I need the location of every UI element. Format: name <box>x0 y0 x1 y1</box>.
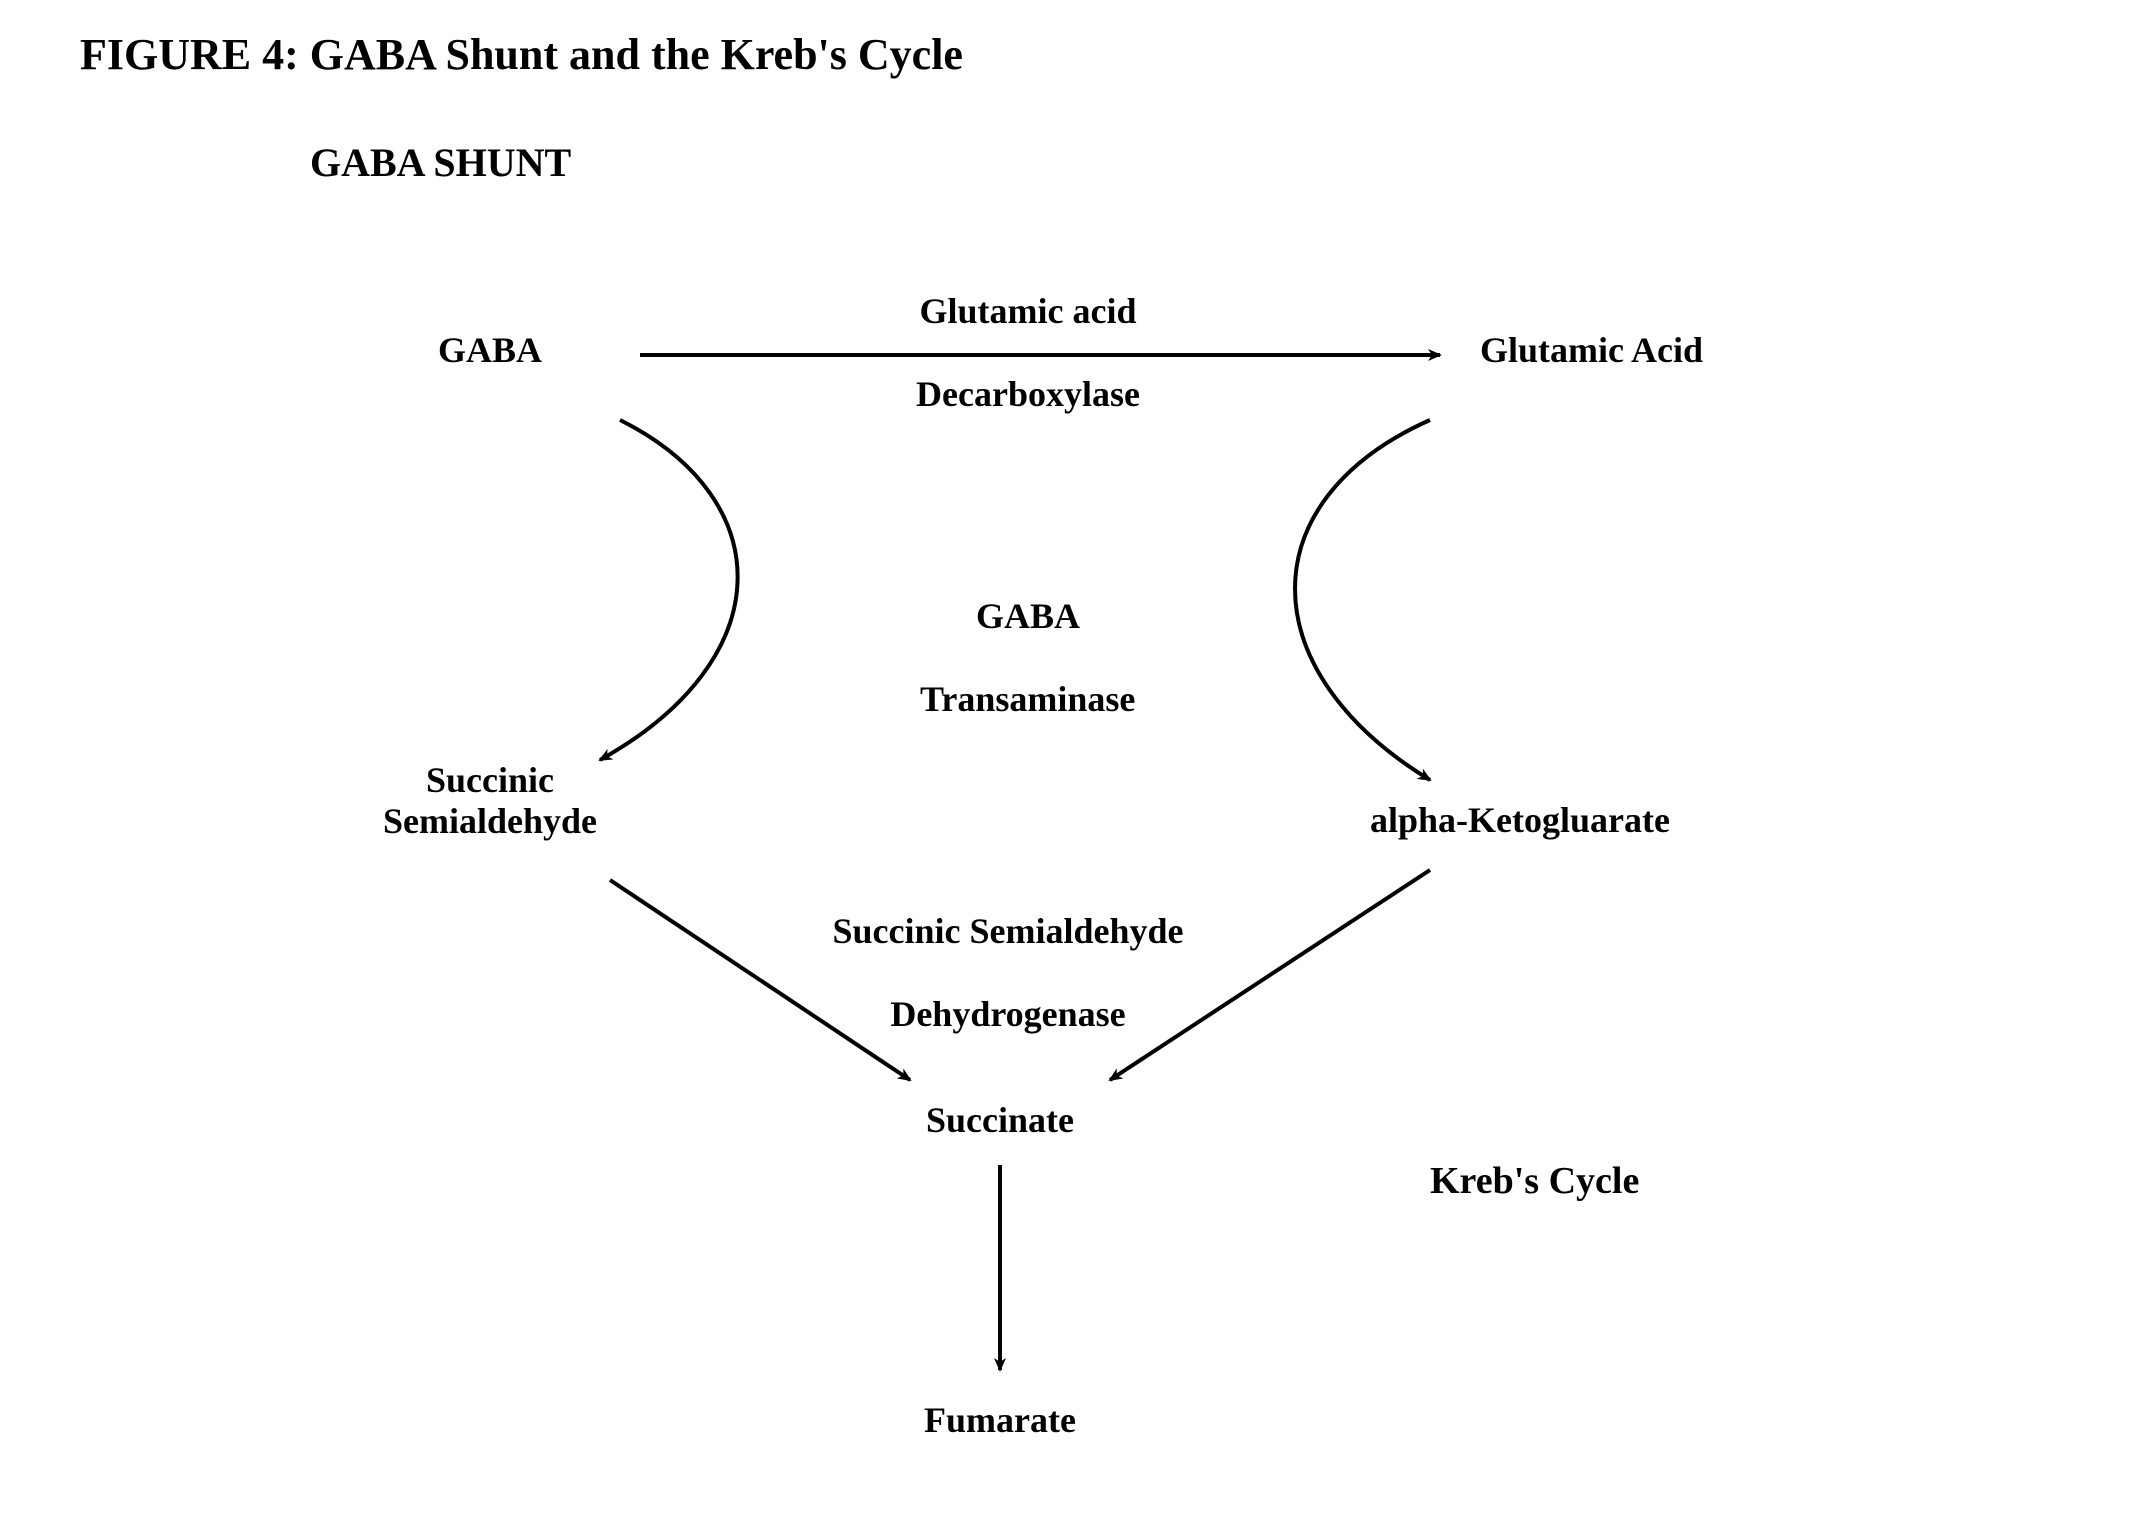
edge-gaba-to-succ-semiald-arc <box>600 420 738 760</box>
node-fumarate: Fumarate <box>870 1400 1130 1441</box>
edge-glutamic-to-alphakg-arc <box>1295 420 1430 780</box>
node-succinate: Succinate <box>870 1100 1130 1141</box>
enzyme-gt-line1: GABA <box>976 596 1080 636</box>
enzyme-gad-line2: Decarboxylase <box>916 374 1140 414</box>
enzyme-ssdh: Succinic Semialdehyde Dehydrogenase <box>660 870 1320 1077</box>
node-glutamic-acid: Glutamic Acid <box>1480 330 1840 371</box>
enzyme-ssdh-line1: Succinic Semialdehyde <box>832 911 1183 951</box>
enzyme-gaba-transaminase: GABA Transaminase <box>810 555 1210 762</box>
figure-title: FIGURE 4: GABA Shunt and the Kreb's Cycl… <box>80 30 963 81</box>
enzyme-gt-line2: Transaminase <box>920 679 1135 719</box>
node-gaba: GABA <box>400 330 580 371</box>
figure-subtitle: GABA SHUNT <box>310 140 571 186</box>
diagram-canvas: FIGURE 4: GABA Shunt and the Kreb's Cycl… <box>0 0 2142 1531</box>
enzyme-gad-line1: Glutamic acid <box>920 291 1137 331</box>
node-succinic-semialdehyde: Succinic Semialdehyde <box>320 760 660 843</box>
enzyme-glutamic-acid-decarboxylase: Glutamic acid Decarboxylase <box>800 250 1220 457</box>
enzyme-ssdh-line2: Dehydrogenase <box>890 994 1125 1034</box>
node-krebs-cycle: Kreb's Cycle <box>1430 1160 1790 1204</box>
node-alpha-ketoglutarate: alpha-Ketogluarate <box>1370 800 1870 841</box>
